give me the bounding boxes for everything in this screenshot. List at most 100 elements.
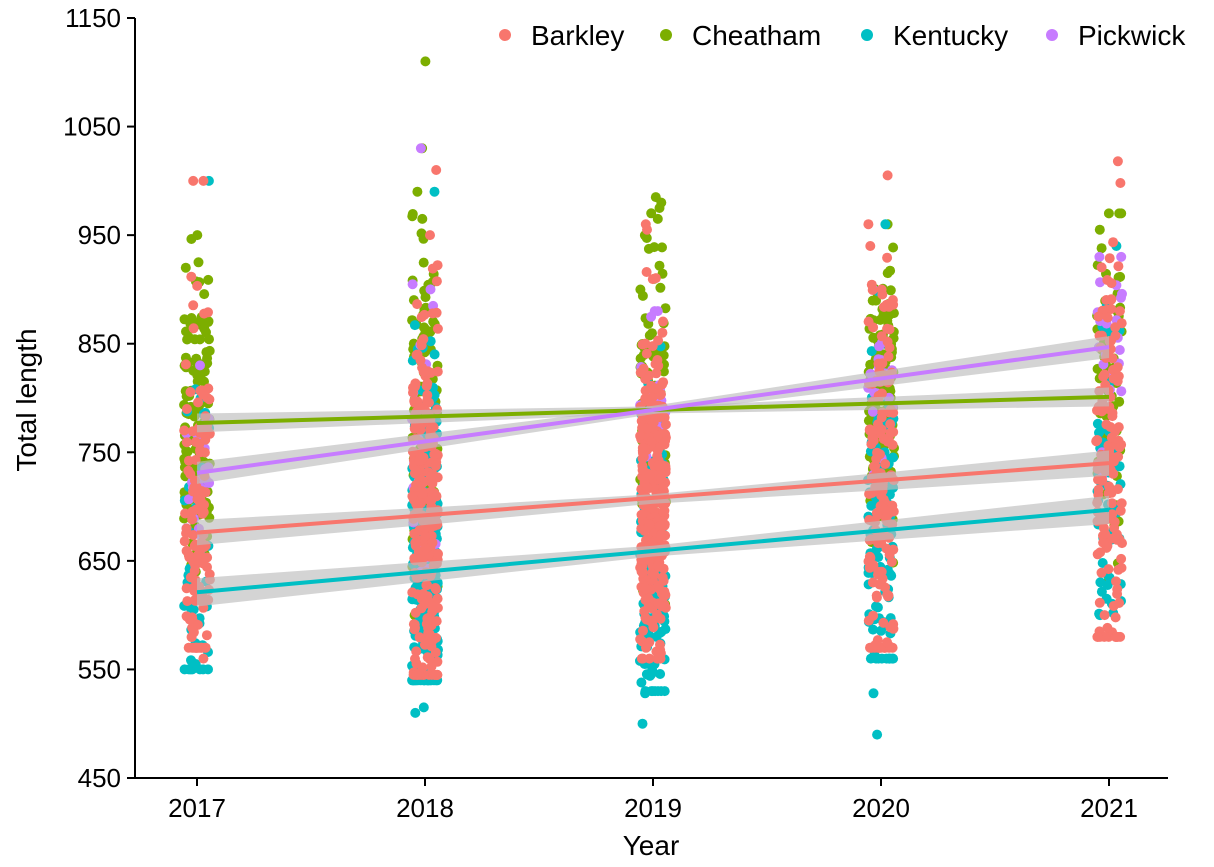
data-point (658, 377, 669, 388)
data-point (203, 274, 214, 285)
data-point (425, 284, 436, 295)
data-point (642, 483, 653, 493)
data-point (420, 56, 431, 67)
data-point (182, 596, 193, 607)
data-point (637, 718, 648, 729)
data-point (1099, 610, 1110, 621)
data-point (412, 349, 423, 360)
data-point (639, 525, 650, 536)
data-point (183, 642, 194, 653)
data-point (420, 531, 430, 542)
data-point (199, 323, 210, 334)
data-point (199, 447, 210, 458)
data-point (652, 450, 663, 461)
data-point (885, 622, 896, 633)
data-point (888, 427, 899, 437)
data-point (866, 500, 877, 511)
data-point (410, 653, 420, 664)
data-point (411, 646, 422, 657)
data-point (1116, 251, 1127, 262)
data-point (660, 303, 671, 314)
data-point (1115, 505, 1126, 516)
data-point (412, 186, 423, 197)
data-point (644, 330, 655, 341)
data-point (1111, 534, 1122, 545)
x-tick-label: 2018 (396, 793, 454, 823)
data-point (877, 388, 887, 399)
data-point (644, 637, 655, 648)
data-point (650, 273, 661, 284)
data-point (430, 647, 441, 658)
data-point (418, 588, 429, 599)
data-point (641, 267, 652, 277)
data-point (880, 459, 891, 469)
data-point (875, 488, 886, 499)
data-point (658, 506, 669, 517)
data-point (1108, 601, 1119, 611)
data-point (198, 507, 209, 518)
data-point (652, 306, 663, 317)
data-point (410, 707, 421, 718)
data-point (1103, 208, 1114, 219)
data-point (188, 604, 199, 615)
data-point (412, 396, 423, 407)
x-axis-ticks: 2017 2018 2019 2020 2021 (168, 778, 1138, 823)
data-point (1106, 304, 1117, 314)
data-point (410, 607, 421, 618)
data-point (885, 569, 896, 580)
data-point (188, 175, 199, 186)
trend-line (196, 345, 1110, 475)
data-point (431, 276, 442, 287)
x-axis-title: Year (623, 830, 680, 861)
data-point (653, 335, 664, 346)
data-point (410, 537, 421, 548)
trend-lines (196, 345, 1110, 595)
data-point (1114, 208, 1125, 219)
data-point (657, 327, 668, 338)
data-point (191, 642, 202, 653)
data-point (1113, 261, 1124, 272)
data-point (426, 471, 437, 482)
data-point (638, 464, 648, 475)
x-tick-label: 2017 (168, 793, 226, 823)
data-point (648, 622, 659, 633)
data-point (658, 316, 668, 327)
data-point (192, 280, 203, 291)
data-point (411, 467, 422, 478)
legend-label: Barkley (531, 20, 624, 51)
data-point (1102, 312, 1113, 323)
data-point (1095, 547, 1106, 558)
data-point (882, 315, 893, 326)
data-point (202, 562, 212, 572)
data-point (883, 590, 894, 601)
data-point (412, 299, 423, 310)
data-point (407, 279, 418, 290)
data-point (871, 295, 881, 306)
data-point (1114, 345, 1125, 355)
data-point (190, 659, 201, 669)
data-point (183, 664, 194, 675)
data-point (880, 219, 891, 230)
data-point (659, 519, 670, 530)
data-point (429, 349, 440, 360)
data-point (888, 653, 899, 664)
data-point (410, 622, 420, 633)
data-point (1110, 612, 1121, 623)
data-point (431, 165, 442, 175)
data-point (431, 616, 442, 627)
data-point (1099, 369, 1110, 380)
data-point (183, 494, 194, 505)
data-point (1107, 498, 1117, 509)
data-point (181, 523, 192, 534)
data-point (648, 417, 658, 428)
data-point (867, 426, 878, 436)
data-point (883, 351, 894, 362)
x-tick-label: 2020 (852, 793, 910, 823)
data-point (192, 230, 203, 241)
data-point (432, 323, 443, 334)
data-point (1093, 311, 1104, 322)
data-point (880, 582, 890, 593)
data-point (421, 580, 432, 591)
data-point (179, 425, 190, 436)
